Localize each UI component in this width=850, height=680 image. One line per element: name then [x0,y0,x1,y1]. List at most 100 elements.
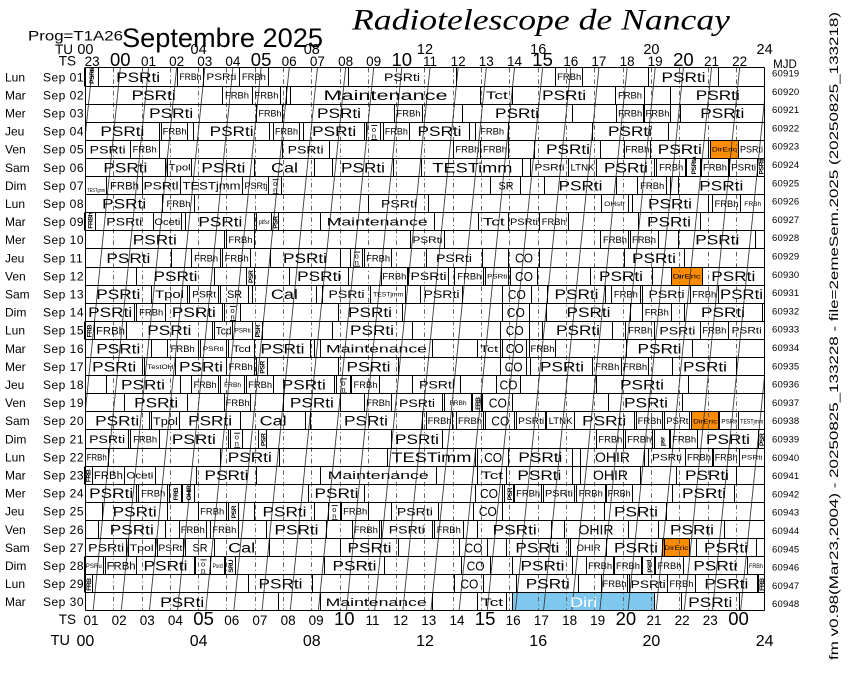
svg-text:OHIR: OHIR [593,468,628,483]
svg-text:FRBh: FRBh [458,416,482,426]
svg-text:10: 10 [392,49,413,70]
svg-text:Cal: Cal [271,160,298,175]
svg-text:60921: 60921 [772,105,799,116]
svg-text:Ven: Ven [5,396,26,410]
svg-text:06: 06 [224,613,239,628]
svg-text:PSRti: PSRti [518,416,544,426]
svg-text:FRBh: FRBh [588,561,612,571]
svg-text:PSRti: PSRti [179,359,223,374]
svg-text:FRBh: FRBh [343,507,367,517]
svg-text:FRBh: FRBh [133,145,157,155]
svg-text:PSRti: PSRti [658,142,702,157]
svg-text:TESTjmm: TESTjmm [183,181,241,193]
svg-text:PSRti: PSRti [731,163,756,173]
svg-text:FRBh: FRBh [110,181,139,193]
svg-text:FRBh: FRBh [437,525,461,535]
svg-text:PSRti: PSRti [487,273,507,280]
svg-text:PSR: PSR [759,433,766,446]
svg-text:Dim: Dim [5,306,26,320]
svg-text:FRBh: FRBh [715,452,738,462]
svg-text:Tct: Tct [486,90,508,102]
svg-text:PSRtl: PSRtl [144,181,179,193]
svg-text:PSRti: PSRti [720,287,763,302]
svg-text:o: o [273,179,277,188]
svg-text:Sep 18: Sep 18 [43,378,84,392]
svg-text:FRBh: FRBh [603,235,627,245]
svg-text:FRBh: FRBh [672,434,696,444]
svg-text:PSRti: PSRti [329,289,365,301]
svg-text:FRBh: FRBh [632,235,656,245]
svg-text:PSRti: PSRti [518,450,562,465]
svg-text:PSRti: PSRti [526,577,570,592]
svg-text:Psrd: Psrd [213,563,223,570]
svg-text:08: 08 [338,54,353,69]
svg-text:05: 05 [251,49,272,70]
svg-text:60939: 60939 [772,435,799,446]
svg-text:PSRti: PSRti [315,486,359,501]
svg-text:FRB: FRB [759,578,766,591]
svg-text:16: 16 [506,613,521,628]
svg-text:PSRti: PSRti [384,72,420,84]
svg-text:FRBh: FRBh [225,253,249,263]
svg-text:FRBh: FRBh [139,308,163,318]
svg-text:60944: 60944 [772,526,799,537]
svg-text:PSRti: PSRti [228,450,272,465]
svg-text:Sam: Sam [5,414,30,428]
svg-text:FRBh: FRBh [659,163,683,173]
svg-text:PSRti: PSRti [555,287,599,302]
svg-text:PSR: PSR [248,270,255,283]
svg-text:PSRti: PSRti [740,145,763,155]
svg-text:60926: 60926 [772,197,799,208]
svg-text:60938: 60938 [772,416,799,427]
svg-text:Sep 24: Sep 24 [43,487,84,501]
svg-text:12: 12 [416,633,434,650]
svg-text:60947: 60947 [772,581,799,592]
svg-text:FRBh: FRBh [194,380,217,390]
svg-text:CO: CO [508,287,526,302]
svg-text:PSRti: PSRti [701,305,745,320]
svg-text:20: 20 [643,42,659,58]
svg-text:PSRti: PSRti [424,289,460,301]
svg-text:PSRti: PSRti [235,328,251,335]
svg-text:FRBh: FRBh [242,72,266,82]
svg-text:Sep 27: Sep 27 [43,541,84,555]
svg-text:CO: CO [505,359,523,374]
svg-text:CO: CO [500,377,518,392]
svg-text:60923: 60923 [772,142,799,153]
svg-text:60934: 60934 [772,343,799,354]
svg-text:Tpol: Tpol [155,289,184,301]
svg-text:CO: CO [480,486,498,501]
svg-text:FRBh: FRBh [229,235,253,245]
svg-text:Maintenance: Maintenance [328,470,429,482]
svg-text:PSRta: PSRta [691,156,698,174]
svg-text:20: 20 [616,608,637,629]
svg-text:o: o [235,433,239,442]
svg-text:04: 04 [225,54,241,69]
svg-text:03: 03 [140,613,155,628]
svg-text:20: 20 [643,633,661,650]
svg-text:PSRti: PSRti [649,289,685,301]
svg-text:PSRti: PSRti [96,287,140,302]
svg-text:PSRti: PSRti [670,522,714,537]
svg-text:PSRtl: PSRtl [203,346,225,353]
svg-text:SR: SR [193,543,208,555]
svg-text:Mer: Mer [5,487,26,501]
svg-text:FRB: FRB [86,469,93,482]
svg-text:PSRti: PSRti [89,486,133,501]
svg-text:PSRti: PSRti [741,455,762,462]
svg-text:05: 05 [193,608,214,629]
svg-text:PSRti: PSRti [567,305,611,320]
svg-text:PSRti: PSRti [395,432,439,447]
svg-text:o: o [231,306,235,315]
svg-text:Sep 12: Sep 12 [43,269,84,283]
svg-text:SR: SR [499,181,514,193]
svg-text:DirEric: DirEric [664,545,689,552]
svg-text:15: 15 [475,608,496,629]
svg-text:FRBh: FRBh [167,199,191,209]
svg-text:15: 15 [532,49,553,70]
svg-text:PSRti: PSRti [160,595,204,610]
svg-text:PSR: PSR [255,324,262,337]
svg-text:PSRti: PSRti [632,251,676,266]
svg-text:60945: 60945 [772,544,799,555]
svg-text:FRBh: FRBh [480,127,504,137]
